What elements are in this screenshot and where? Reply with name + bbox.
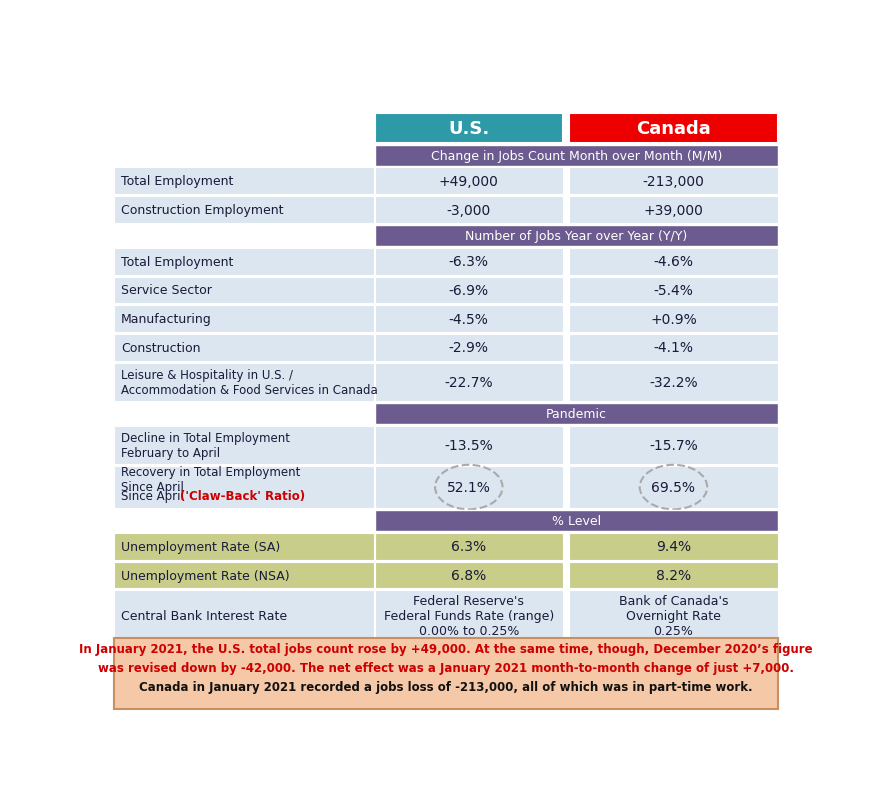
FancyBboxPatch shape — [114, 277, 374, 304]
Text: was revised down by -42,000. The net effect was a January 2021 month-to-month ch: was revised down by -42,000. The net eff… — [97, 661, 793, 674]
Text: 69.5%: 69.5% — [651, 480, 694, 495]
Text: Service Sector: Service Sector — [121, 284, 211, 297]
FancyBboxPatch shape — [114, 197, 374, 224]
FancyBboxPatch shape — [375, 197, 562, 224]
FancyBboxPatch shape — [114, 249, 374, 275]
FancyBboxPatch shape — [375, 334, 562, 362]
Text: Since April: Since April — [121, 489, 188, 502]
FancyBboxPatch shape — [568, 334, 777, 362]
FancyBboxPatch shape — [568, 114, 777, 144]
FancyBboxPatch shape — [375, 533, 562, 560]
Text: Bank of Canada's
Overnight Rate
0.25%: Bank of Canada's Overnight Rate 0.25% — [618, 594, 727, 638]
Text: Manufacturing: Manufacturing — [121, 313, 211, 326]
Text: -4.5%: -4.5% — [448, 312, 488, 326]
Text: Leisure & Hospitality in U.S. /
Accommodation & Food Services in Canada: Leisure & Hospitality in U.S. / Accommod… — [121, 368, 377, 396]
Text: In January 2021, the U.S. total jobs count rose by +49,000. At the same time, th: In January 2021, the U.S. total jobs cou… — [79, 642, 812, 655]
Text: -4.1%: -4.1% — [653, 341, 693, 355]
FancyBboxPatch shape — [375, 590, 562, 642]
Text: -2.9%: -2.9% — [448, 341, 488, 355]
FancyBboxPatch shape — [375, 467, 562, 508]
FancyBboxPatch shape — [114, 168, 374, 195]
Text: -3,000: -3,000 — [446, 204, 490, 217]
Text: -32.2%: -32.2% — [648, 375, 697, 390]
Text: Construction Employment: Construction Employment — [121, 204, 283, 217]
Text: -6.9%: -6.9% — [448, 284, 488, 298]
Text: +0.9%: +0.9% — [649, 312, 696, 326]
FancyBboxPatch shape — [568, 427, 777, 464]
FancyBboxPatch shape — [114, 427, 374, 464]
Text: Canada: Canada — [635, 119, 710, 137]
FancyBboxPatch shape — [375, 114, 562, 144]
FancyBboxPatch shape — [568, 533, 777, 560]
FancyBboxPatch shape — [568, 562, 777, 589]
Text: -15.7%: -15.7% — [648, 439, 697, 452]
FancyBboxPatch shape — [375, 277, 562, 304]
FancyBboxPatch shape — [568, 363, 777, 402]
Text: +39,000: +39,000 — [643, 204, 702, 217]
Text: +49,000: +49,000 — [438, 175, 498, 188]
Text: 6.8%: 6.8% — [451, 569, 486, 582]
FancyBboxPatch shape — [568, 197, 777, 224]
Text: Recovery in Total Employment
Since April: Recovery in Total Employment Since April — [121, 465, 300, 493]
FancyBboxPatch shape — [375, 168, 562, 195]
FancyBboxPatch shape — [568, 306, 777, 333]
Text: Central Bank Interest Rate: Central Bank Interest Rate — [121, 610, 287, 622]
Text: Canada in January 2021 recorded a jobs loss of -213,000, all of which was in par: Canada in January 2021 recorded a jobs l… — [139, 680, 752, 693]
Text: Total Employment: Total Employment — [121, 255, 233, 269]
FancyBboxPatch shape — [114, 334, 374, 362]
Text: -4.6%: -4.6% — [653, 255, 693, 269]
Text: -213,000: -213,000 — [642, 175, 704, 188]
Text: -22.7%: -22.7% — [444, 375, 493, 390]
FancyBboxPatch shape — [114, 467, 374, 508]
Text: -5.4%: -5.4% — [653, 284, 693, 298]
FancyBboxPatch shape — [375, 427, 562, 464]
FancyBboxPatch shape — [114, 562, 374, 589]
Text: Unemployment Rate (NSA): Unemployment Rate (NSA) — [121, 569, 289, 581]
Text: Federal Reserve's
Federal Funds Rate (range)
0.00% to 0.25%: Federal Reserve's Federal Funds Rate (ra… — [383, 594, 554, 638]
FancyBboxPatch shape — [375, 403, 777, 424]
Text: U.S.: U.S. — [448, 119, 489, 137]
FancyBboxPatch shape — [568, 168, 777, 195]
FancyBboxPatch shape — [568, 467, 777, 508]
Text: 9.4%: 9.4% — [655, 540, 690, 553]
Text: % Level: % Level — [551, 514, 600, 527]
FancyBboxPatch shape — [375, 562, 562, 589]
FancyBboxPatch shape — [375, 145, 777, 166]
Text: Unemployment Rate (SA): Unemployment Rate (SA) — [121, 540, 280, 553]
FancyBboxPatch shape — [568, 590, 777, 642]
FancyBboxPatch shape — [568, 249, 777, 275]
Text: 8.2%: 8.2% — [655, 569, 690, 582]
Text: 52.1%: 52.1% — [447, 480, 490, 495]
Text: Construction: Construction — [121, 342, 200, 354]
FancyBboxPatch shape — [375, 306, 562, 333]
FancyBboxPatch shape — [375, 225, 777, 246]
Text: -6.3%: -6.3% — [448, 255, 488, 269]
Text: Pandemic: Pandemic — [545, 407, 607, 420]
FancyBboxPatch shape — [114, 638, 777, 709]
Text: Number of Jobs Year over Year (Y/Y): Number of Jobs Year over Year (Y/Y) — [465, 229, 687, 242]
FancyBboxPatch shape — [114, 306, 374, 333]
FancyBboxPatch shape — [375, 510, 777, 531]
Text: Total Employment: Total Employment — [121, 175, 233, 188]
Text: Change in Jobs Count Month over Month (M/M): Change in Jobs Count Month over Month (M… — [430, 149, 721, 162]
FancyBboxPatch shape — [114, 363, 374, 402]
Text: Decline in Total Employment
February to April: Decline in Total Employment February to … — [121, 431, 289, 460]
FancyBboxPatch shape — [114, 590, 374, 642]
FancyBboxPatch shape — [568, 277, 777, 304]
FancyBboxPatch shape — [375, 363, 562, 402]
Text: -13.5%: -13.5% — [444, 439, 493, 452]
Text: 6.3%: 6.3% — [451, 540, 486, 553]
FancyBboxPatch shape — [114, 533, 374, 560]
FancyBboxPatch shape — [375, 249, 562, 275]
Text: ('Claw-Back' Ratio): ('Claw-Back' Ratio) — [180, 489, 305, 502]
